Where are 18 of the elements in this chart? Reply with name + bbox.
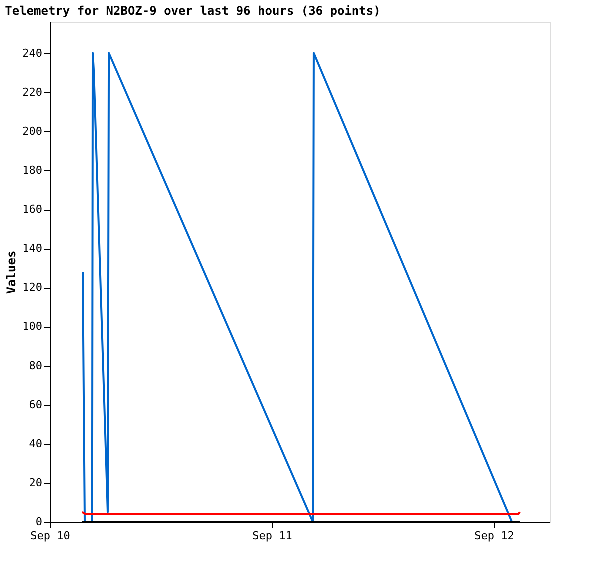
y-tick-label: 60 [29, 398, 42, 412]
y-tick-label: 100 [22, 320, 42, 334]
y-tick-label: 140 [22, 242, 42, 256]
y-tick-label: 120 [22, 281, 42, 294]
y-tick-label: 20 [29, 476, 42, 490]
x-tick-label: Sep 11 [252, 530, 292, 542]
y-tick-label: 180 [22, 164, 42, 177]
y-axis-title: Values [4, 250, 19, 294]
y-tick-label: 0 [36, 516, 42, 528]
y-tick-label: 40 [29, 437, 42, 450]
x-tick-label: Sep 10 [30, 530, 70, 542]
x-tick-label: Sep 12 [474, 530, 514, 542]
y-tick-label: 220 [22, 86, 42, 99]
y-tick-label: 80 [29, 359, 42, 372]
y-tick-label: 200 [22, 124, 42, 138]
y-tick-label: 240 [22, 46, 42, 60]
chart-title: Telemetry for N2BOZ-9 over last 96 hours (36 points) [5, 4, 381, 18]
y-tick-label: 160 [22, 203, 42, 216]
